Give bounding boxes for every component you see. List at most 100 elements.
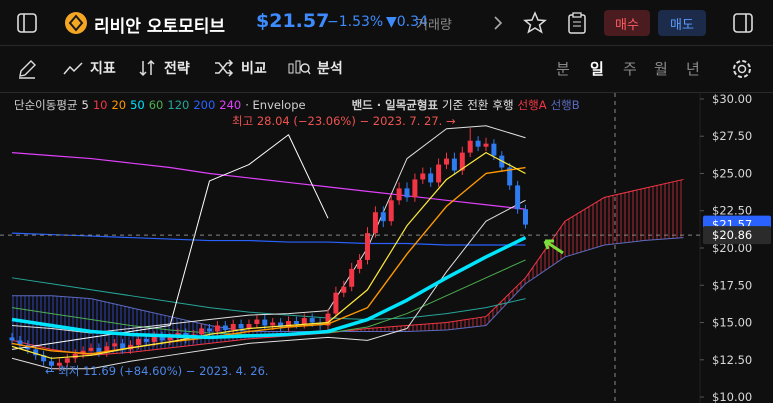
timeframe[interactable]: 년	[686, 60, 700, 78]
indicator-line	[11, 277, 526, 321]
timeframe[interactable]: 일	[590, 60, 604, 78]
legend-label: 단순이동평균	[14, 98, 78, 112]
y-tick-label: $25.00	[712, 166, 752, 180]
title: 리비안 오토모티브	[94, 17, 226, 37]
tool-label: 비교	[241, 61, 267, 77]
candle-body	[88, 347, 94, 351]
candle-body	[143, 338, 149, 342]
candle-body	[159, 335, 165, 341]
cloud	[644, 179, 684, 241]
legend-period: 50	[130, 98, 145, 112]
y-tick-label: $10.00	[712, 390, 752, 403]
cloud	[565, 197, 605, 257]
candle-body	[80, 350, 86, 354]
candle-body	[365, 233, 370, 260]
legend-item: 선행A	[517, 98, 547, 112]
y-tick-label: $12.50	[712, 353, 752, 367]
candle-body	[483, 143, 489, 147]
more-icon[interactable]	[488, 12, 508, 34]
tool-indicators[interactable]: 지표	[62, 58, 116, 78]
candle-body	[64, 358, 70, 363]
draw-icon[interactable]	[16, 58, 38, 80]
legend-period: 120	[167, 98, 190, 112]
header-bar	[0, 0, 773, 46]
cloud	[91, 298, 131, 356]
indicator-line	[11, 232, 526, 246]
candle-body	[112, 343, 118, 347]
tool-analysis[interactable]: 분석	[287, 58, 343, 78]
candle-body	[380, 212, 386, 222]
legend-item: 기준	[442, 98, 464, 112]
candle-body	[475, 140, 481, 147]
tool-compare[interactable]: 비교	[213, 58, 267, 78]
tool-strategy[interactable]: 전략	[138, 58, 190, 78]
timeframe[interactable]: 분	[556, 60, 570, 78]
candle-body	[451, 158, 457, 171]
change: −1.53%	[327, 14, 384, 30]
lead-a	[11, 178, 684, 356]
candle-body	[238, 324, 244, 329]
low-annotation: ← 최저 11.69 (+84.60%) − 2023. 4. 26.	[45, 364, 269, 378]
candle-body	[420, 173, 426, 180]
y-tick-label: $30.00	[712, 93, 752, 106]
candle-body	[49, 361, 54, 366]
price-chart: $30.00 $27.50 $25.00 $22.50 $20.00 $17.50 $15.…	[0, 93, 771, 403]
legend-label: · Envelope	[245, 98, 306, 112]
note-icon[interactable]	[566, 11, 588, 35]
legend-item: 후행	[492, 98, 514, 112]
candle-body	[230, 324, 236, 330]
tool-label: 분석	[317, 61, 343, 77]
timeframe[interactable]: 월	[654, 60, 668, 78]
y-tick-label: $27.50	[712, 129, 752, 143]
lead-b	[12, 237, 684, 332]
candle-body	[41, 355, 47, 362]
candle-body	[444, 158, 449, 165]
legend-period: 200	[193, 98, 216, 112]
candle-body	[357, 259, 363, 269]
candle-body	[309, 318, 315, 323]
candle-body	[349, 268, 355, 287]
cloud	[604, 188, 644, 246]
candle-body	[96, 347, 102, 353]
candle-body	[167, 337, 173, 341]
crosshair-box	[703, 226, 771, 245]
legend-label: 밴드 · 일목균형표	[351, 98, 439, 112]
tool-label: 전략	[164, 61, 190, 77]
legend-item: 전환	[467, 98, 489, 112]
candle-body	[515, 185, 521, 210]
candle-body	[412, 179, 418, 198]
logo	[65, 12, 87, 34]
legend: 단순이동평균 5 10 20 50 60 120 200 240 · Envelope 밴드 · 일…	[14, 97, 584, 113]
candle-body	[436, 164, 442, 183]
sell-button[interactable]: 매도	[658, 10, 706, 36]
settings-icon[interactable]	[731, 58, 753, 80]
indicator-line	[11, 152, 526, 359]
candle-body	[507, 167, 513, 186]
y-tick-label: $15.00	[712, 316, 752, 330]
high-annotation: 최고 28.04 (−23.06%) − 2023. 7. 27. →	[232, 114, 456, 128]
cloud	[486, 277, 526, 326]
candle-body	[388, 200, 394, 222]
candle-body	[56, 362, 62, 366]
volume-label: 거래량	[416, 18, 452, 33]
cloud	[525, 221, 565, 284]
y-tick-label: $17.50	[712, 278, 752, 292]
crosshair-label: $20.86	[712, 228, 752, 242]
buy-button[interactable]: 매수	[604, 10, 650, 36]
candle-body	[33, 349, 39, 356]
price: $21.57	[256, 10, 330, 32]
indicator-line	[11, 235, 527, 340]
candle-body	[135, 338, 141, 345]
legend-period: 60	[148, 98, 164, 112]
candle-body	[396, 188, 402, 201]
legend-item: 선행B	[550, 98, 580, 112]
candle-body	[428, 173, 434, 183]
candle-body	[286, 321, 291, 327]
panel-icon[interactable]	[16, 12, 38, 34]
star-icon[interactable]	[523, 11, 547, 35]
timeframe[interactable]: 주	[623, 60, 637, 78]
side-panel-icon[interactable]	[732, 12, 754, 34]
cloud	[51, 295, 91, 356]
legend-period: 5	[81, 98, 89, 112]
